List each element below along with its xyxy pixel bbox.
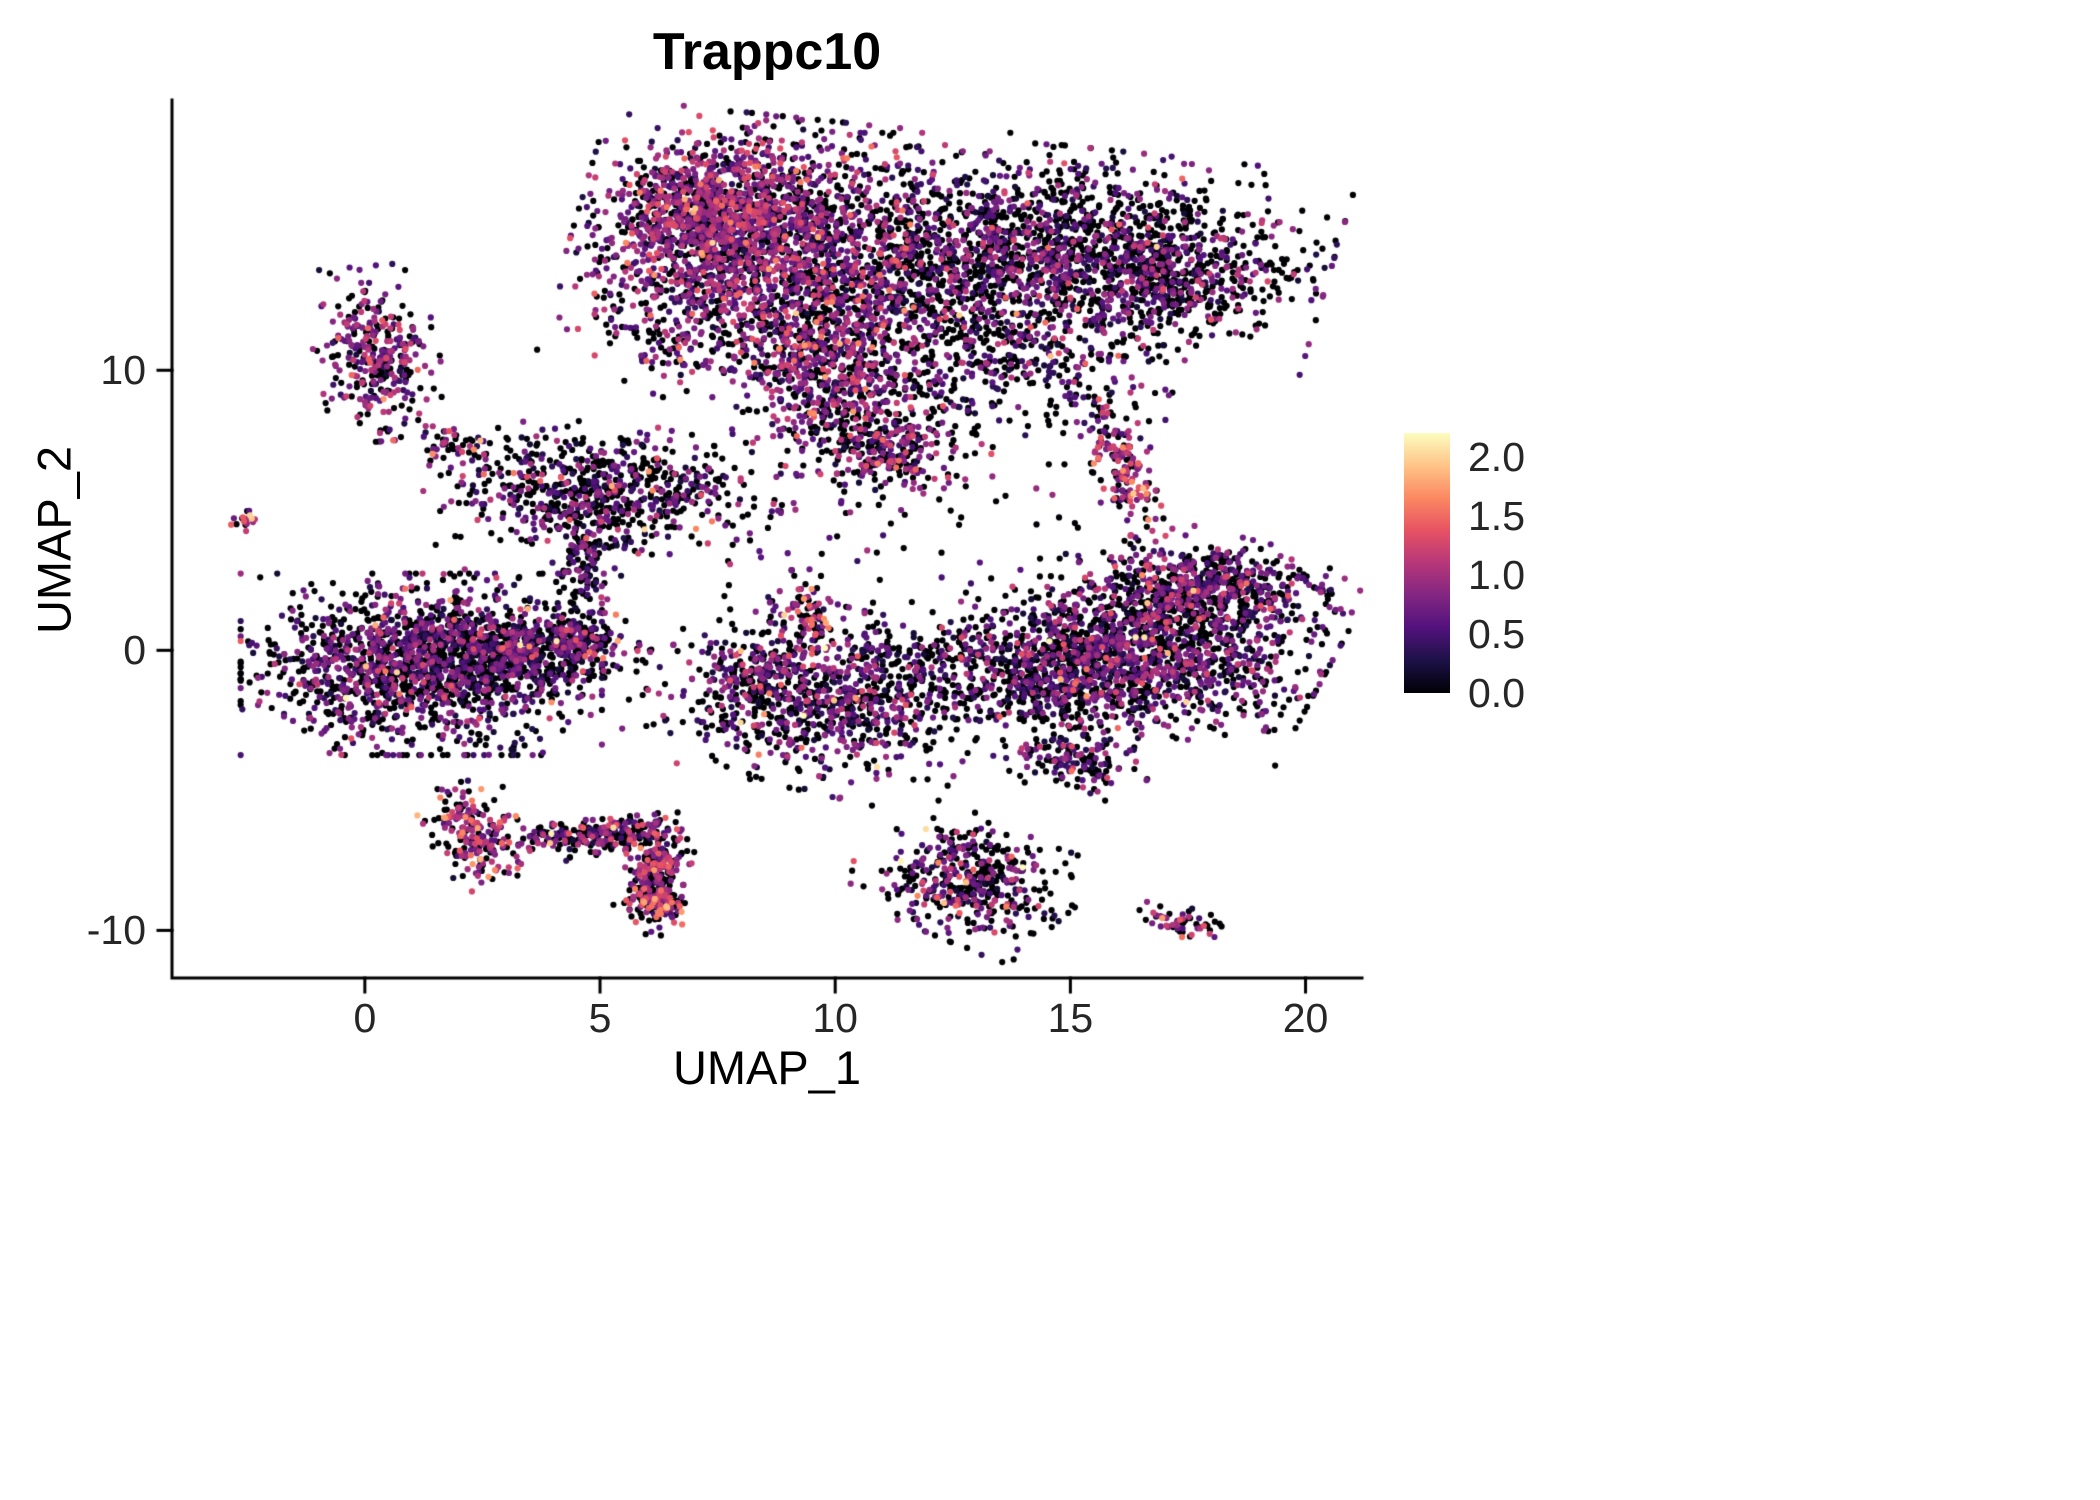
colorbar-gradient <box>1404 433 1450 693</box>
legend-tick-label: 1.0 <box>1468 551 1525 598</box>
x-tick-label: 20 <box>1282 995 1329 1041</box>
legend-tick-label: 1.5 <box>1468 492 1525 539</box>
legend-tick-label: 0.5 <box>1468 610 1525 657</box>
y-tick-label: 10 <box>100 347 146 394</box>
y-tick-label: -10 <box>86 907 146 954</box>
x-tick-label: 0 <box>353 995 377 1041</box>
x-tick-label: 10 <box>812 995 858 1041</box>
legend-tick-label: 2.0 <box>1468 433 1525 480</box>
x-tick-label: 15 <box>1047 995 1094 1041</box>
plot-title: Trappc10 <box>652 23 882 81</box>
y-tick-label: 0 <box>123 627 146 674</box>
y-axis-title: UMAP_2 <box>27 445 81 635</box>
legend-tick-label: 0.0 <box>1468 670 1525 716</box>
x-axis-title: UMAP_1 <box>672 1041 862 1094</box>
x-tick-label: 5 <box>588 995 612 1041</box>
